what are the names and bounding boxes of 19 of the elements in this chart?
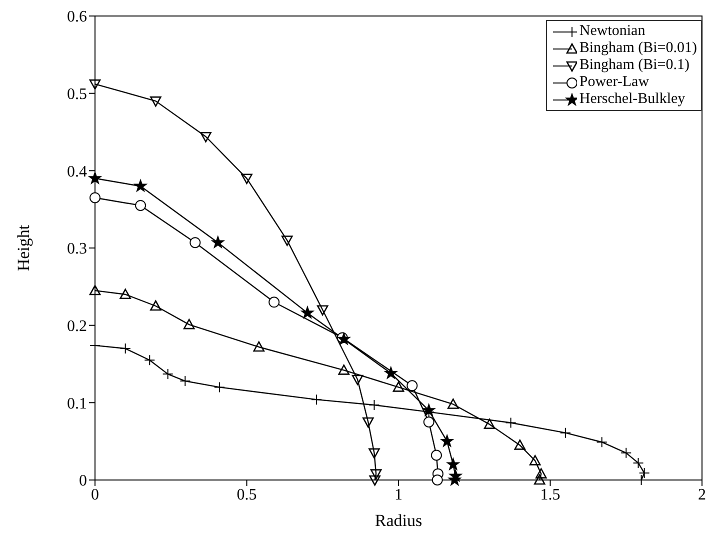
x-tick-label: 0 [91,486,99,504]
legend-label: Power-Law [579,74,650,91]
x-axis-title: Radius [374,511,422,530]
x-tick-label: 0.5 [236,486,257,504]
y-tick-label: 0.5 [67,86,87,104]
legend-label: Bingham (Bi=0.1) [579,57,690,74]
x-tick-label: 1.5 [540,486,560,504]
y-tick-label: 0 [79,472,87,490]
y-tick-label: 0.2 [67,318,87,336]
y-axis-title: Height [14,224,34,272]
y-tick-label: 0.3 [67,240,87,258]
x-tick-label: 2 [698,486,706,504]
y-tick-label: 0.1 [67,395,87,412]
y-tick-label: 0.4 [67,163,87,180]
legend-label: Bingham (Bi=0.01) [579,40,697,57]
y-tick-label: 0.6 [67,8,87,26]
legend-label: Herschel-Bulkley [579,91,686,108]
legend-label: Newtonian [579,23,646,40]
x-tick-label: 1 [394,486,402,504]
